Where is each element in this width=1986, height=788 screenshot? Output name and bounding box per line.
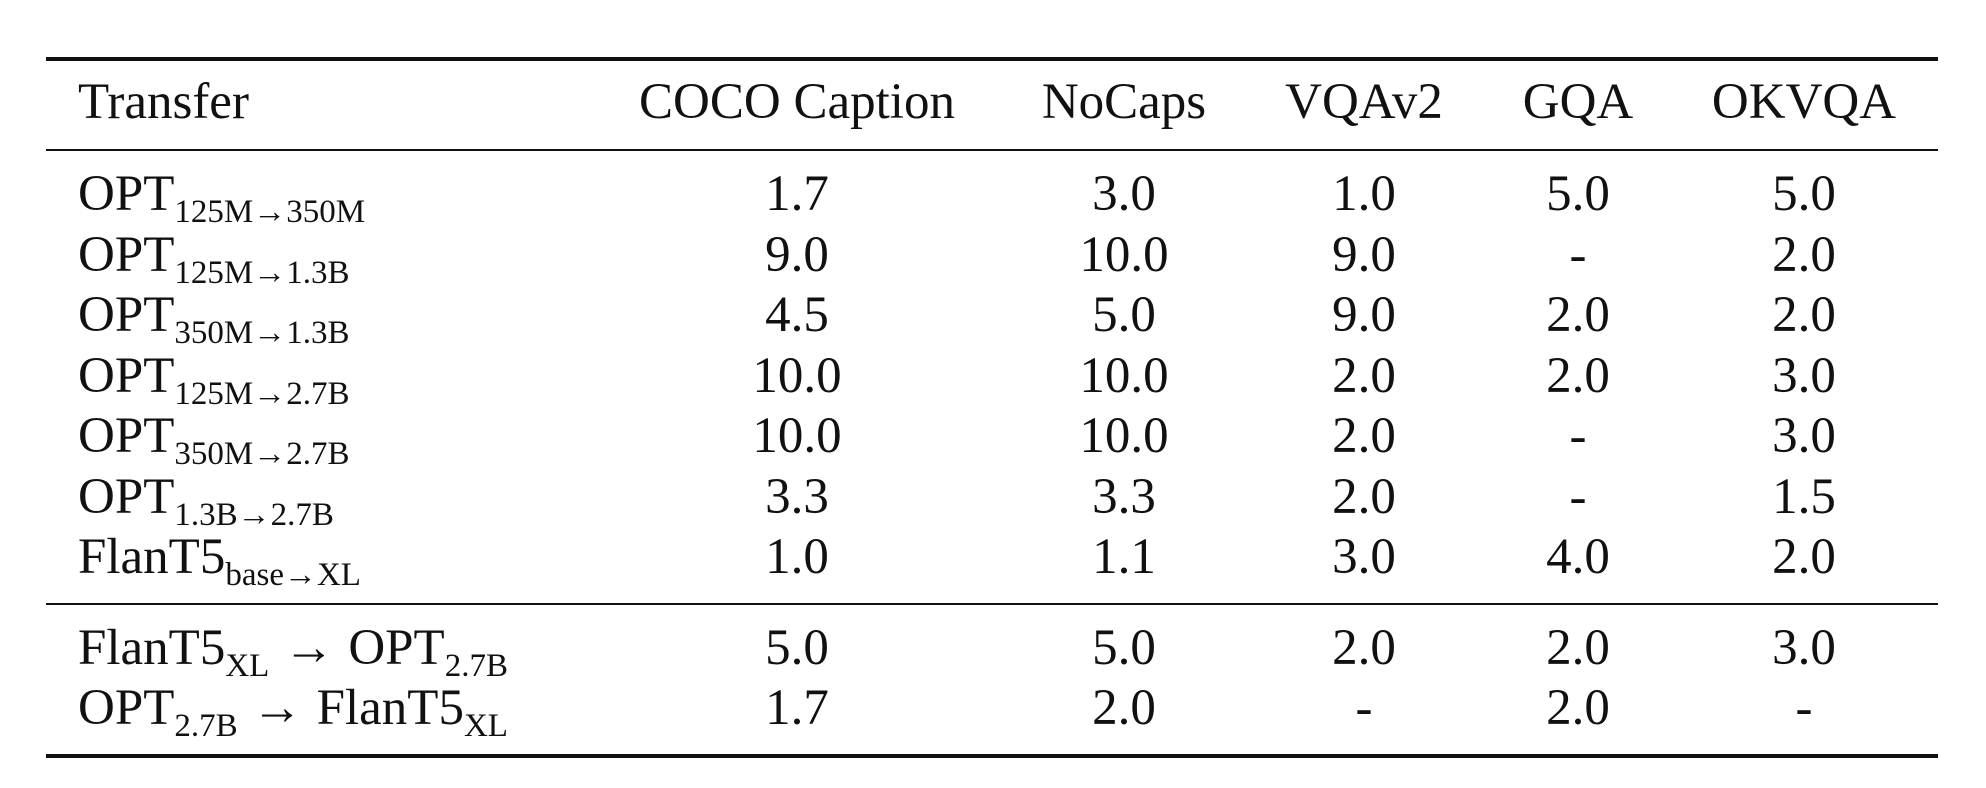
cell-okvqa: 3.0 bbox=[1772, 348, 1836, 404]
cell-coco-caption: 1.7 bbox=[765, 166, 829, 222]
model-size-subscript: 350M→1.3B bbox=[174, 315, 350, 351]
table-row: OPT350M→2.7B 10.0 10.0 2.0 - 3.0 bbox=[0, 406, 1986, 472]
table-header-row: Transfer COCO Caption NoCaps VQAv2 GQA O… bbox=[0, 72, 1986, 132]
transfer-arrow: → bbox=[251, 680, 303, 736]
cell-vqav2: 9.0 bbox=[1332, 227, 1396, 283]
cell-vqav2: 3.0 bbox=[1332, 529, 1396, 585]
row-label: OPT125M→350M bbox=[78, 164, 365, 230]
header-coco-caption: COCO Caption bbox=[639, 74, 955, 130]
table-row: OPT1.3B→2.7B 3.3 3.3 2.0 - 1.5 bbox=[0, 467, 1986, 533]
transfer-arrow: → bbox=[283, 620, 335, 676]
source-model-subscript: 2.7B bbox=[174, 708, 238, 744]
cell-vqav2: 2.0 bbox=[1332, 408, 1396, 464]
target-model-name: FlanT5 bbox=[316, 680, 464, 736]
table-row: FlanT5base→XL 1.0 1.1 3.0 4.0 2.0 bbox=[0, 527, 1986, 593]
model-name: OPT bbox=[78, 469, 175, 525]
row-label: OPT125M→1.3B bbox=[78, 225, 349, 291]
model-name: OPT bbox=[78, 166, 175, 222]
cell-coco-caption: 1.0 bbox=[765, 529, 829, 585]
cell-coco-caption: 1.7 bbox=[765, 680, 829, 736]
cell-okvqa: 3.0 bbox=[1772, 620, 1836, 676]
cell-vqav2: 1.0 bbox=[1332, 166, 1396, 222]
row-label: FlanT5XL → OPT2.7B bbox=[78, 618, 508, 684]
row-label: OPT2.7B → FlanT5XL bbox=[78, 678, 508, 744]
row-label: OPT1.3B→2.7B bbox=[78, 467, 334, 533]
cell-vqav2: 2.0 bbox=[1332, 348, 1396, 404]
source-model-name: FlanT5 bbox=[78, 620, 226, 676]
cell-nocaps: 5.0 bbox=[1092, 287, 1156, 343]
model-size-subscript: 1.3B→2.7B bbox=[174, 497, 334, 533]
cell-gqa: 2.0 bbox=[1546, 620, 1610, 676]
header-rule bbox=[46, 149, 1938, 151]
cell-vqav2: 9.0 bbox=[1332, 287, 1396, 343]
cell-coco-caption: 9.0 bbox=[765, 227, 829, 283]
model-name: FlanT5 bbox=[78, 529, 226, 585]
row-label: OPT125M→2.7B bbox=[78, 346, 349, 412]
cell-gqa: 4.0 bbox=[1546, 529, 1610, 585]
target-model-subscript: XL bbox=[463, 708, 508, 744]
cell-nocaps: 10.0 bbox=[1079, 408, 1169, 464]
row-label: FlanT5base→XL bbox=[78, 527, 361, 593]
table-row: OPT350M→1.3B 4.5 5.0 9.0 2.0 2.0 bbox=[0, 285, 1986, 351]
cell-okvqa: 5.0 bbox=[1772, 166, 1836, 222]
cell-nocaps: 10.0 bbox=[1079, 227, 1169, 283]
cell-nocaps: 2.0 bbox=[1092, 680, 1156, 736]
cell-nocaps: 1.1 bbox=[1092, 529, 1156, 585]
table-row: FlanT5XL → OPT2.7B 5.0 5.0 2.0 2.0 3.0 bbox=[0, 618, 1986, 684]
cell-vqav2: 2.0 bbox=[1332, 620, 1396, 676]
model-size-subscript: 125M→1.3B bbox=[174, 255, 350, 291]
table-bottom-rule bbox=[46, 754, 1938, 758]
cell-okvqa: 2.0 bbox=[1772, 529, 1836, 585]
cell-coco-caption: 4.5 bbox=[765, 287, 829, 343]
source-model-name: OPT bbox=[78, 680, 175, 736]
model-name: OPT bbox=[78, 287, 175, 343]
cell-nocaps: 10.0 bbox=[1079, 348, 1169, 404]
cell-coco-caption: 5.0 bbox=[765, 620, 829, 676]
cell-okvqa: 1.5 bbox=[1772, 469, 1836, 525]
cell-gqa: 2.0 bbox=[1546, 287, 1610, 343]
cell-okvqa: 3.0 bbox=[1772, 408, 1836, 464]
cell-okvqa: 2.0 bbox=[1772, 287, 1836, 343]
row-label: OPT350M→2.7B bbox=[78, 406, 349, 472]
cell-gqa: 2.0 bbox=[1546, 348, 1610, 404]
table-row: OPT2.7B → FlanT5XL 1.7 2.0 - 2.0 - bbox=[0, 678, 1986, 744]
model-size-subscript: 350M→2.7B bbox=[174, 436, 350, 472]
model-name: OPT bbox=[78, 348, 175, 404]
table-row: OPT125M→1.3B 9.0 10.0 9.0 - 2.0 bbox=[0, 225, 1986, 291]
source-model-subscript: XL bbox=[225, 648, 270, 684]
model-size-subscript: 125M→350M bbox=[174, 194, 366, 230]
header-transfer: Transfer bbox=[78, 74, 249, 130]
table-row: OPT125M→2.7B 10.0 10.0 2.0 2.0 3.0 bbox=[0, 346, 1986, 412]
cell-gqa: 5.0 bbox=[1546, 166, 1610, 222]
cell-nocaps: 5.0 bbox=[1092, 620, 1156, 676]
model-name: OPT bbox=[78, 408, 175, 464]
table-row: OPT125M→350M 1.7 3.0 1.0 5.0 5.0 bbox=[0, 164, 1986, 230]
cell-okvqa: 2.0 bbox=[1772, 227, 1836, 283]
cell-vqav2: - bbox=[1355, 680, 1373, 736]
header-vqav2: VQAv2 bbox=[1285, 74, 1443, 130]
target-model-subscript: 2.7B bbox=[444, 648, 508, 684]
header-gqa: GQA bbox=[1522, 74, 1634, 130]
cell-nocaps: 3.3 bbox=[1092, 469, 1156, 525]
section-rule bbox=[46, 603, 1938, 605]
cell-vqav2: 2.0 bbox=[1332, 469, 1396, 525]
model-size-subscript: base→XL bbox=[225, 557, 361, 593]
model-size-subscript: 125M→2.7B bbox=[174, 376, 350, 412]
cell-nocaps: 3.0 bbox=[1092, 166, 1156, 222]
table-top-rule bbox=[46, 57, 1938, 61]
header-okvqa: OKVQA bbox=[1711, 74, 1897, 130]
row-label: OPT350M→1.3B bbox=[78, 285, 349, 351]
cell-coco-caption: 3.3 bbox=[765, 469, 829, 525]
target-model-name: OPT bbox=[348, 620, 445, 676]
cell-gqa: 2.0 bbox=[1546, 680, 1610, 736]
cell-okvqa: - bbox=[1795, 680, 1813, 736]
model-name: OPT bbox=[78, 227, 175, 283]
header-nocaps: NoCaps bbox=[1041, 74, 1207, 130]
cell-coco-caption: 10.0 bbox=[752, 408, 842, 464]
cell-gqa: - bbox=[1569, 408, 1587, 464]
cell-gqa: - bbox=[1569, 227, 1587, 283]
cell-coco-caption: 10.0 bbox=[752, 348, 842, 404]
cell-gqa: - bbox=[1569, 469, 1587, 525]
